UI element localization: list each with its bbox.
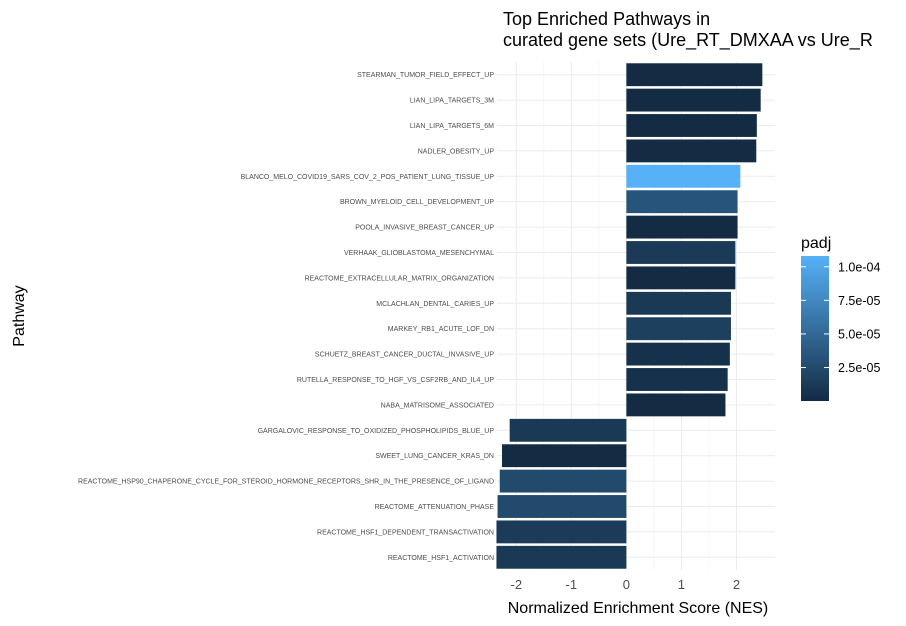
bars — [496, 63, 763, 569]
y-tick-label: RUTELLA_RESPONSE_TO_HGF_VS_CSF2RB_AND_IL… — [297, 377, 494, 384]
colorbar-label: 2.5e-05 — [838, 361, 880, 375]
colorbar — [801, 256, 829, 401]
bar — [626, 342, 730, 366]
y-tick-label: MARKEY_RB1_ACUTE_LOF_DN — [388, 326, 494, 333]
y-tick-label: SWEET_LUNG_CANCER_KRAS_DN — [375, 453, 494, 460]
y-tick-label: NADLER_OBESITY_UP — [418, 148, 495, 155]
bar — [626, 88, 761, 112]
legend: padj 1.0e-04 7.5e-05 5.0e-05 2.5e-05 — [801, 235, 880, 401]
x-tick-label: 1 — [678, 577, 685, 592]
bar — [626, 291, 731, 315]
x-tick-label: -2 — [510, 577, 522, 592]
y-tick-label: MCLACHLAN_DENTAL_CARIES_UP — [376, 301, 494, 308]
colorbar-label: 5.0e-05 — [838, 327, 880, 341]
y-axis-title: Pathway — [11, 285, 28, 346]
x-tick-label: -1 — [566, 577, 578, 592]
chart-title-line-1: Top Enriched Pathways in — [503, 9, 710, 29]
bar — [626, 266, 736, 290]
y-tick-label: REACTOME_HSP90_CHAPERONE_CYCLE_FOR_STERO… — [78, 479, 494, 486]
y-tick-label: REACTOME_ATTENUATION_PHASE — [375, 504, 495, 511]
y-tick-label: REACTOME_HSF1_DEPENDENT_TRANSACTIVATION — [317, 529, 494, 536]
y-tick-label: POOLA_INVASIVE_BREAST_CANCER_UP — [355, 225, 494, 232]
bar — [626, 190, 738, 214]
bar — [496, 545, 627, 569]
grid — [497, 62, 775, 570]
colorbar-label: 1.0e-04 — [838, 260, 880, 274]
x-tick-labels: -2 -1 0 1 2 — [510, 577, 740, 592]
chart-title-line-2: curated gene sets (Ure_RT_DMXAA vs Ure_R — [503, 30, 873, 51]
x-tick-label: 2 — [733, 577, 740, 592]
bar — [509, 418, 627, 442]
y-tick-label: STEARMAN_TUMOR_FIELD_EFFECT_UP — [357, 72, 494, 79]
colorbar-ticks: 1.0e-04 7.5e-05 5.0e-05 2.5e-05 — [801, 260, 880, 375]
bar — [626, 317, 731, 341]
y-tick-label: VERHAAK_GLIOBLASTOMA_MESENCHYMAL — [344, 250, 494, 257]
y-tick-label: REACTOME_HSF1_ACTIVATION — [388, 555, 494, 562]
bar — [626, 241, 736, 264]
legend-title: padj — [801, 235, 831, 252]
bar — [626, 114, 757, 137]
x-axis-title: Normalized Enrichment Score (NES) — [508, 600, 769, 617]
y-tick-label: LIAN_LIPA_TARGETS_6M — [410, 123, 494, 130]
bar — [497, 495, 627, 518]
y-tick-label: SCHUETZ_BREAST_CANCER_DUCTAL_INVASIVE_UP — [315, 352, 494, 359]
bar — [626, 215, 738, 239]
y-tick-labels: STEARMAN_TUMOR_FIELD_EFFECT_UP LIAN_LIPA_… — [78, 72, 494, 562]
colorbar-label: 7.5e-05 — [838, 294, 880, 308]
bar — [501, 444, 627, 468]
chart-title: Top Enriched Pathways in curated gene se… — [503, 9, 873, 51]
bar — [626, 63, 763, 87]
bar — [626, 164, 741, 188]
bar — [626, 368, 728, 391]
y-tick-label: REACTOME_EXTRACELLULAR_MATRIX_ORGANIZATI… — [305, 275, 494, 282]
bar — [626, 139, 757, 163]
bar — [496, 520, 627, 544]
y-tick-label: GARGALOVIC_RESPONSE_TO_OXIDIZED_PHOSPHOL… — [258, 428, 495, 435]
y-tick-label: LIAN_LIPA_TARGETS_3M — [410, 98, 494, 105]
y-tick-label: NABA_MATRISOME_ASSOCIATED — [381, 402, 494, 409]
x-tick-label: 0 — [623, 577, 630, 592]
bar — [626, 393, 726, 417]
bar — [499, 469, 627, 493]
y-tick-label: BROWN_MYELOID_CELL_DEVELOPMENT_UP — [340, 199, 494, 206]
y-tick-label: BLANCO_MELO_COVID19_SARS_COV_2_POS_PATIE… — [241, 174, 495, 181]
